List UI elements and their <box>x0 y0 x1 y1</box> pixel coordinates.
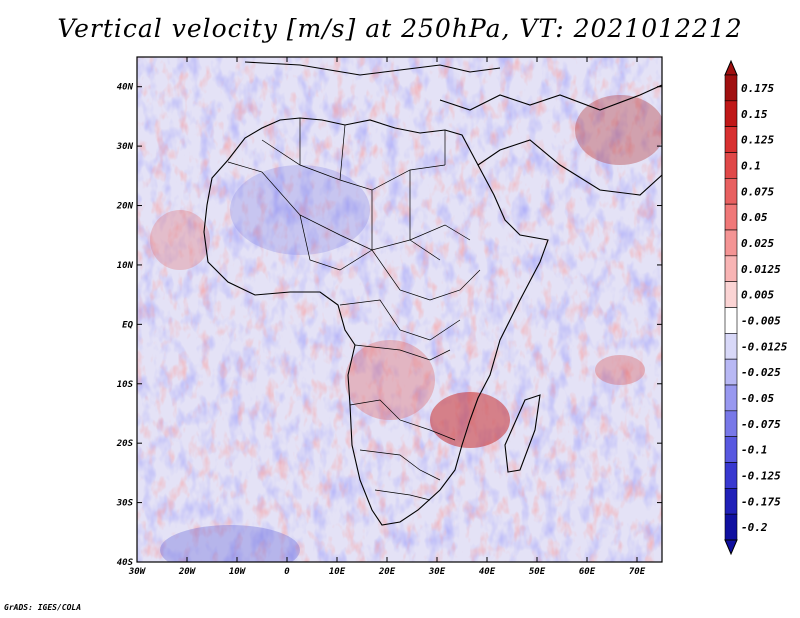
colorbar-level-label: 0.1 <box>741 159 761 172</box>
colorbar-level-label: -0.005 <box>741 314 781 327</box>
lon-tick-label: 20W <box>178 567 197 577</box>
colorbar-swatch <box>724 307 738 334</box>
colorbar-level-label: -0.1 <box>741 444 768 457</box>
colorbar-level-label: 0.075 <box>741 185 774 198</box>
lon-tick-label: 40E <box>479 567 496 577</box>
lon-tick-label: 10W <box>229 567 247 577</box>
credit-label: GrADS: IGES/COLA <box>4 603 82 612</box>
colorbar-swatch <box>724 152 738 179</box>
lon-tick-label: 20E <box>378 567 396 577</box>
colorbar-swatch <box>724 178 738 205</box>
lon-tick-label: 50E <box>529 567 546 577</box>
lat-tick-label: 10S <box>117 380 134 390</box>
lat-tick-label: EQ <box>122 320 133 330</box>
colorbar-swatch <box>724 358 738 386</box>
vertical-velocity-field <box>137 57 662 562</box>
longitude-axis: 30W 20W 10W 0 10E 20E 30E 40E 50E 60E 70E <box>128 57 646 577</box>
colorbar-level-label: -0.125 <box>741 469 781 482</box>
lon-tick-label: 30E <box>428 567 446 577</box>
colorbar-level-label: 0.05 <box>741 211 768 224</box>
coastlines <box>203 61 662 526</box>
colorbar-swatch <box>724 100 738 127</box>
colorbar-swatch <box>724 488 738 515</box>
colorbar-level-label: 0.0125 <box>741 263 781 276</box>
colorbar-min-arrow <box>724 539 738 556</box>
colorbar-swatch <box>724 462 738 489</box>
colorbar-level-label: 0.125 <box>741 134 774 147</box>
colorbar-level-label: 0.025 <box>741 237 774 250</box>
lon-tick-label: 30W <box>128 567 147 577</box>
colorbar-swatch <box>724 255 738 282</box>
lat-tick-label: 20N <box>116 202 134 212</box>
plot-frame <box>136 56 663 563</box>
lat-tick-label: 30N <box>116 142 134 152</box>
colorbar-swatch <box>724 436 738 463</box>
colorbar-swatch <box>724 203 738 231</box>
colorbar-swatch <box>724 281 738 308</box>
colorbar-level-label: 0.175 <box>741 82 774 95</box>
colorbar-level-label: 0.005 <box>741 289 774 302</box>
colorbar-level-label: -0.05 <box>741 392 774 405</box>
lon-tick-label: 10E <box>329 567 346 577</box>
colorbar-swatch <box>724 126 738 153</box>
map-title: Vertical velocity [m/s] at 250hPa, VT: 2… <box>57 14 743 43</box>
colorbar-swatch <box>724 410 738 437</box>
colorbar-level-label: -0.175 <box>741 495 781 508</box>
latitude-axis: 40N 30N 20N 10N EQ 10S 20S 30S 40S <box>116 83 662 568</box>
lat-tick-label: 30S <box>116 499 134 509</box>
colorbar-level-label: 0.15 <box>741 108 768 121</box>
colorbar-max-arrow <box>724 59 738 76</box>
colorbar-level-label: -0.2 <box>741 521 768 534</box>
colorbar-swatch <box>724 384 738 412</box>
colorbar: 0.175 0.15 0.125 0.1 0.075 0.05 0.025 0.0125 0.0… <box>724 59 788 556</box>
lon-tick-label: 70E <box>629 567 646 577</box>
lat-tick-label: 20S <box>116 439 134 449</box>
lat-tick-label: 40N <box>117 83 134 93</box>
colorbar-swatch <box>724 333 738 360</box>
lon-tick-label: 60E <box>579 567 596 577</box>
lon-tick-label: 0 <box>284 567 290 577</box>
colorbar-level-label: -0.025 <box>741 366 781 379</box>
lat-tick-label: 40S <box>117 558 134 568</box>
colorbar-swatch <box>724 229 738 257</box>
country-borders <box>227 118 481 501</box>
colorbar-level-label: -0.075 <box>741 418 781 431</box>
lat-tick-label: 10N <box>117 261 134 271</box>
colorbar-swatch <box>724 74 738 102</box>
colorbar-swatch <box>724 513 738 541</box>
colorbar-level-label: -0.0125 <box>741 340 788 353</box>
